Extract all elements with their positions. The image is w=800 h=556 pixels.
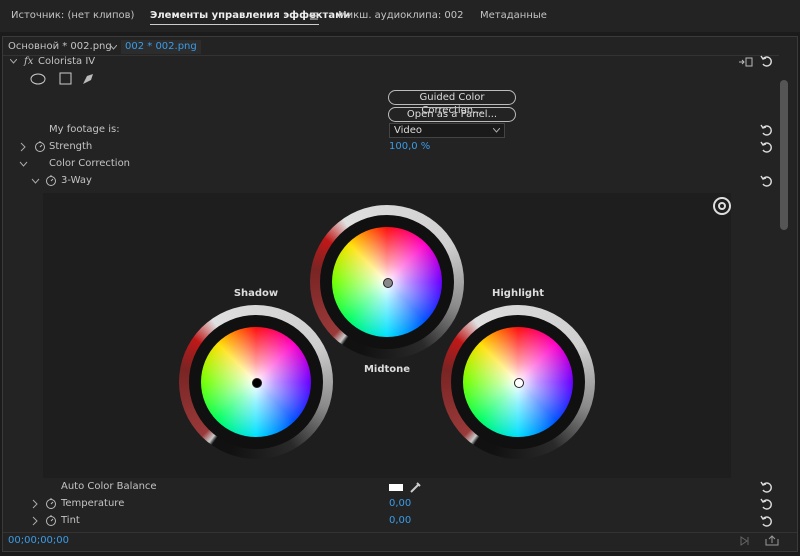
wheel-label: Shadow <box>233 288 279 299</box>
color-swatch[interactable] <box>389 484 403 491</box>
tab[interactable]: Метаданные <box>480 10 547 21</box>
effect-name: Colorista IV <box>38 56 96 67</box>
color-wheel[interactable] <box>310 205 464 359</box>
clip-tab[interactable]: 002 * 002.png <box>121 40 201 54</box>
stopwatch-icon[interactable] <box>35 141 45 152</box>
dropdown-icon[interactable] <box>110 45 117 50</box>
mask-tools[interactable] <box>30 72 100 86</box>
master-clip[interactable]: Основной * 002.png <box>8 41 112 52</box>
label: Tint <box>61 515 80 526</box>
tab[interactable]: Микш. аудиоклипа: 002 <box>338 10 464 21</box>
twisty[interactable] <box>19 161 28 167</box>
wheel-puck[interactable] <box>514 378 524 388</box>
wheel-puck[interactable] <box>252 378 262 388</box>
tab[interactable]: Источник: (нет клипов) <box>11 10 135 21</box>
separator <box>3 532 797 533</box>
wheel-label: Midtone <box>363 364 411 375</box>
wheel-puck[interactable] <box>383 278 393 288</box>
twisty[interactable] <box>20 142 26 152</box>
scrollbar[interactable] <box>780 80 788 230</box>
twisty[interactable] <box>32 516 38 526</box>
eyedropper-icon[interactable] <box>410 481 422 493</box>
value[interactable]: 0,00 <box>389 515 412 526</box>
button[interactable]: Open as a Panel... <box>388 107 516 122</box>
twisty[interactable] <box>31 178 40 184</box>
reset-icon[interactable] <box>760 498 772 510</box>
bottom-icons[interactable] <box>740 535 780 547</box>
reset-icon[interactable] <box>760 481 772 493</box>
effect-menu-icon[interactable] <box>739 57 753 67</box>
button[interactable]: Guided Color Correction... <box>388 90 516 116</box>
tab-underline <box>150 24 319 25</box>
label: Strength <box>49 141 93 152</box>
twisty[interactable] <box>10 59 17 64</box>
reset-icon[interactable] <box>760 141 772 153</box>
color-wheel[interactable] <box>441 305 595 459</box>
dropdown-icon <box>493 128 500 133</box>
reset-icon[interactable] <box>760 175 772 187</box>
stopwatch-icon[interactable] <box>46 498 56 509</box>
tab-menu-icon[interactable] <box>310 12 318 20</box>
reset-wheels-icon[interactable] <box>712 196 732 216</box>
color-wheel[interactable] <box>179 305 333 459</box>
tab-active[interactable]: Элементы управления эффектами <box>150 10 351 21</box>
label: 3-Way <box>61 175 92 186</box>
reset-icon[interactable] <box>760 124 772 136</box>
label: Auto Color Balance <box>61 481 157 492</box>
twisty[interactable] <box>32 499 38 509</box>
separator <box>3 55 779 56</box>
reset-icon[interactable] <box>760 55 772 67</box>
dropdown[interactable]: Video <box>389 123 505 138</box>
dropdown-value: Video <box>394 125 423 136</box>
tab-bar <box>0 0 800 32</box>
value[interactable]: 0,00 <box>389 498 412 509</box>
label: My footage is: <box>49 124 120 135</box>
stopwatch-icon[interactable] <box>46 515 56 526</box>
timecode[interactable]: 00;00;00;00 <box>8 535 70 546</box>
fx-badge[interactable]: fx <box>24 56 34 67</box>
label: Temperature <box>61 498 125 509</box>
stopwatch-icon[interactable] <box>46 175 56 186</box>
value[interactable]: 100,0 % <box>389 141 431 152</box>
wheel-label: Highlight <box>492 288 544 299</box>
reset-icon[interactable] <box>760 515 772 527</box>
label: Color Correction <box>49 158 131 169</box>
